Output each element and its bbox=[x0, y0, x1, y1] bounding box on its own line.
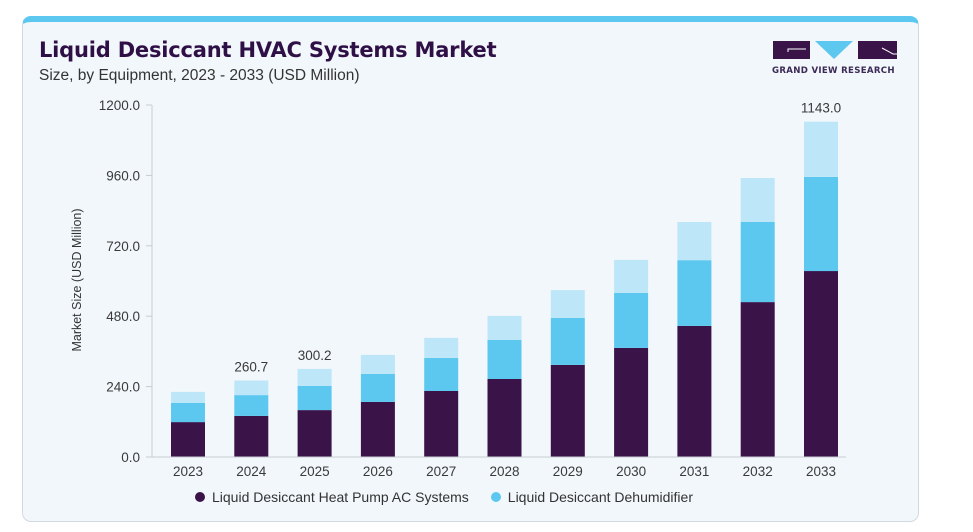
logo-left-line bbox=[787, 48, 806, 52]
x-tick-label: 2024 bbox=[236, 464, 267, 479]
bar-stack-2027 bbox=[424, 337, 459, 457]
bar-segment-series-2 bbox=[740, 178, 775, 222]
legend-marker-icon bbox=[490, 492, 501, 502]
y-axis: 0.0 240.0 480.0 720.0 960.0 1200.0 bbox=[99, 98, 153, 465]
logo-triangle-icon bbox=[815, 41, 853, 59]
bar-stack-2023 bbox=[171, 391, 205, 457]
logo-text: GRAND VIEW RESEARCH bbox=[772, 66, 895, 76]
bar-segment-series-2 bbox=[487, 315, 522, 340]
x-tick-label: 2023 bbox=[173, 464, 203, 479]
legend-marker-icon bbox=[195, 492, 205, 502]
legend-item-dehumidifier: Liquid Desiccant Dehumidifier bbox=[490, 489, 693, 505]
bar-segment-series-1 bbox=[424, 357, 459, 391]
y-axis-label: Market Size (USD Million) bbox=[70, 208, 84, 351]
bar-segment-series-2 bbox=[424, 337, 459, 358]
bar-segment-series-1 bbox=[297, 386, 332, 411]
grand-view-research-logo bbox=[773, 41, 897, 59]
x-tick-label: 2026 bbox=[363, 464, 393, 479]
x-tick-label: 2031 bbox=[679, 464, 709, 479]
chart-subtitle: Size, by Equipment, 2023 - 2033 (USD Mil… bbox=[39, 67, 360, 84]
bar-segment-series-1 bbox=[804, 176, 838, 272]
bar-segment-series-1 bbox=[614, 293, 649, 348]
y-tick-label: 1200.0 bbox=[99, 98, 140, 113]
y-tick-label: 480.0 bbox=[106, 309, 140, 324]
x-tick-label: 2030 bbox=[616, 464, 646, 479]
bar-segment-series-1 bbox=[234, 395, 269, 416]
bar-segment-series-2 bbox=[171, 391, 205, 403]
bar-stack-2024 bbox=[234, 380, 269, 457]
x-tick-label: 2033 bbox=[806, 464, 836, 479]
chart-title: Liquid Desiccant HVAC Systems Market bbox=[39, 38, 497, 62]
bar-segment-series-2 bbox=[234, 380, 269, 396]
x-axis: 2023 2024 2025 2026 2027 2028 2029 2030 2031 2032… bbox=[146, 456, 846, 479]
total-label: 1143.0 bbox=[801, 101, 841, 116]
x-tick-label: 2028 bbox=[489, 464, 519, 479]
bars bbox=[171, 121, 838, 457]
bar-segment-series-2 bbox=[360, 354, 395, 374]
y-tick-label: 0.0 bbox=[121, 450, 140, 465]
legend-item-heat-pump: Liquid Desiccant Heat Pump AC Systems bbox=[195, 489, 469, 505]
logo-right-block bbox=[858, 41, 897, 59]
bar-stack-2026 bbox=[360, 354, 395, 457]
logo-right-line bbox=[881, 47, 897, 55]
bar-segment-series-2 bbox=[804, 121, 838, 177]
bar-segment-series-1 bbox=[360, 374, 395, 402]
x-tick-label: 2027 bbox=[426, 464, 456, 479]
bar-stack-2031 bbox=[677, 222, 712, 457]
bar-stack-2028 bbox=[487, 315, 522, 457]
bar-stack-2029 bbox=[550, 290, 585, 457]
bar-segment-series-0 bbox=[740, 302, 775, 457]
bar-segment-series-0 bbox=[297, 410, 332, 457]
bar-segment-series-2 bbox=[677, 222, 712, 261]
bar-segment-series-1 bbox=[171, 403, 205, 423]
y-tick-label: 960.0 bbox=[106, 168, 140, 183]
bar-stack-2032 bbox=[740, 178, 775, 457]
bar-segment-series-2 bbox=[297, 368, 332, 386]
bar-segment-series-0 bbox=[550, 364, 585, 457]
bar-segment-series-1 bbox=[550, 318, 585, 365]
bar-segment-series-0 bbox=[804, 271, 838, 457]
bar-segment-series-0 bbox=[487, 379, 522, 457]
bar-segment-series-0 bbox=[614, 347, 649, 457]
bar-segment-series-0 bbox=[677, 325, 712, 457]
bar-segment-series-0 bbox=[360, 401, 395, 457]
bar-segment-series-2 bbox=[614, 259, 649, 293]
bar-segment-series-0 bbox=[234, 415, 269, 457]
x-tick-label: 2032 bbox=[743, 464, 773, 479]
total-label: 260.7 bbox=[234, 360, 268, 375]
bar-segment-series-0 bbox=[171, 422, 205, 457]
logo-left-block bbox=[773, 41, 810, 59]
bar-segment-series-1 bbox=[740, 222, 775, 303]
legend-label: Liquid Desiccant Heat Pump AC Systems bbox=[212, 489, 469, 505]
bar-segment-series-0 bbox=[424, 391, 459, 457]
bar-stack-2025 bbox=[297, 368, 332, 457]
x-tick-label: 2025 bbox=[300, 464, 330, 479]
y-tick-label: 720.0 bbox=[106, 239, 140, 254]
bar-segment-series-1 bbox=[677, 260, 712, 326]
bar-stack-2030 bbox=[614, 259, 649, 457]
y-tick-label: 240.0 bbox=[106, 380, 140, 395]
legend: Liquid Desiccant Heat Pump AC Systems Li… bbox=[195, 489, 693, 505]
bar-segment-series-2 bbox=[550, 290, 585, 318]
x-tick-label: 2029 bbox=[553, 464, 583, 479]
bar-stack-2033 bbox=[804, 121, 838, 457]
legend-label: Liquid Desiccant Dehumidifier bbox=[507, 489, 693, 505]
bar-segment-series-1 bbox=[487, 340, 522, 379]
total-labels: 260.7 300.2 1143.0 bbox=[234, 101, 841, 375]
total-label: 300.2 bbox=[298, 348, 332, 363]
